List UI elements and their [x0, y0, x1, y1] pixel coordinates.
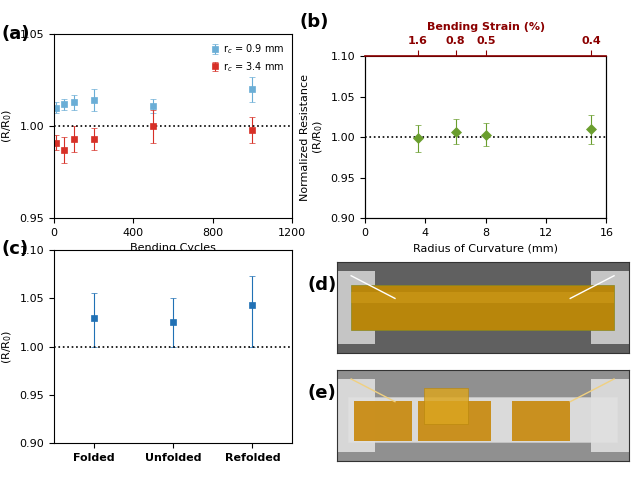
Legend: r$_c$ = 0.9 mm, r$_c$ = 3.4 mm: r$_c$ = 0.9 mm, r$_c$ = 3.4 mm [208, 39, 287, 76]
Bar [512, 401, 570, 441]
Text: (e): (e) [307, 384, 336, 401]
Text: (d): (d) [307, 276, 337, 294]
Text: (c): (c) [1, 240, 29, 258]
Bar [348, 397, 617, 442]
Y-axis label: Normalized Resistance
(R/R$_0$): Normalized Resistance (R/R$_0$) [0, 63, 14, 190]
Bar [591, 379, 629, 452]
Y-axis label: Normalized Resistance
(R/R$_0$): Normalized Resistance (R/R$_0$) [300, 74, 325, 201]
Text: (a): (a) [1, 25, 30, 43]
Text: (b): (b) [300, 13, 330, 31]
Bar [337, 379, 375, 452]
Bar [337, 271, 375, 344]
X-axis label: Bending Cycles: Bending Cycles [130, 244, 216, 253]
Bar [351, 285, 614, 330]
Bar [418, 401, 491, 441]
X-axis label: Bending Strain (%): Bending Strain (%) [427, 23, 545, 32]
Bar [424, 388, 468, 424]
Y-axis label: Normalized Resistance
(R/R$_0$): Normalized Resistance (R/R$_0$) [0, 283, 14, 410]
X-axis label: Radius of Curvature (mm): Radius of Curvature (mm) [413, 244, 558, 253]
Bar [354, 401, 413, 441]
Bar [591, 271, 629, 344]
Bar [351, 292, 614, 303]
